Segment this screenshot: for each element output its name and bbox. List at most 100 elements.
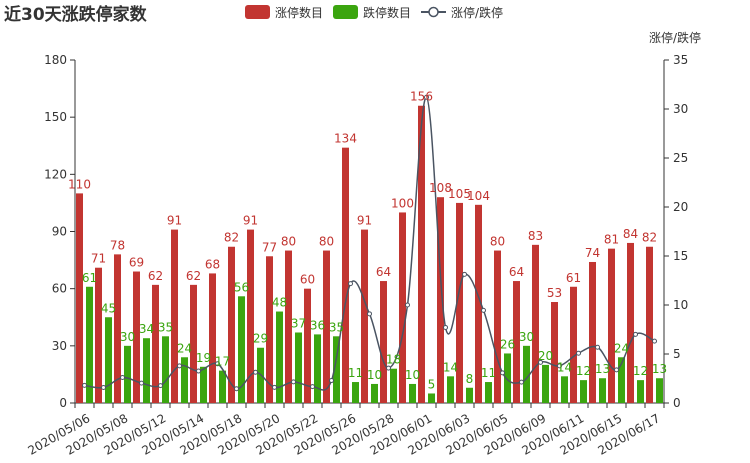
bar-limit-down[interactable] (333, 336, 340, 403)
bar-limit-up[interactable] (114, 254, 121, 403)
bar-limit-down[interactable] (124, 345, 131, 403)
bar-limit-up[interactable] (380, 281, 387, 403)
bar-limit-down[interactable] (314, 334, 321, 403)
bar-limit-up[interactable] (399, 212, 406, 403)
bar-limit-down[interactable] (428, 393, 435, 403)
bar-limit-up[interactable] (532, 244, 539, 403)
bar-limit-down[interactable] (143, 338, 150, 403)
bar-limit-up[interactable] (361, 229, 368, 403)
ratio-point[interactable] (652, 338, 657, 344)
ratio-point[interactable] (215, 361, 220, 367)
legend-item-limit-up[interactable]: 涨停数目 (245, 5, 323, 20)
bar-limit-up[interactable] (646, 246, 653, 403)
bar-limit-down[interactable] (200, 366, 207, 403)
ratio-point[interactable] (481, 307, 486, 313)
ratio-point[interactable] (329, 378, 334, 384)
ratio-point[interactable] (557, 363, 562, 369)
bar-limit-down[interactable] (181, 357, 188, 403)
bar-limit-up[interactable] (171, 229, 178, 403)
bar-label-limit-up: 64 (509, 265, 524, 279)
bar-limit-down[interactable] (105, 317, 112, 403)
legend-item-limit-down[interactable]: 跌停数目 (333, 5, 411, 20)
ratio-point[interactable] (177, 363, 182, 369)
bar-limit-up[interactable] (627, 242, 634, 403)
bar-limit-up[interactable] (456, 202, 463, 403)
bar-limit-up[interactable] (513, 281, 520, 403)
ratio-point[interactable] (310, 384, 315, 390)
bars (76, 105, 663, 403)
ratio-point[interactable] (462, 271, 467, 277)
ratio-point[interactable] (614, 367, 619, 373)
bar-limit-down[interactable] (561, 376, 568, 403)
bar-limit-down[interactable] (637, 380, 644, 403)
bar-limit-down[interactable] (599, 378, 606, 403)
bar-limit-down[interactable] (352, 382, 359, 403)
bar-limit-down[interactable] (447, 376, 454, 403)
ratio-point[interactable] (405, 302, 410, 308)
ratio-point[interactable] (519, 379, 524, 385)
bar-limit-up[interactable] (190, 284, 197, 403)
bar-limit-down[interactable] (580, 380, 587, 403)
bar-limit-up[interactable] (475, 204, 482, 403)
ratio-point[interactable] (101, 385, 106, 391)
bar-limit-up[interactable] (589, 261, 596, 403)
ratio-point[interactable] (82, 382, 87, 388)
bar-limit-up[interactable] (304, 288, 311, 403)
bar-limit-up[interactable] (418, 105, 425, 403)
bar-limit-up[interactable] (152, 284, 159, 403)
ratio-point[interactable] (595, 344, 600, 350)
bar-limit-up[interactable] (228, 246, 235, 403)
bar-limit-down[interactable] (390, 368, 397, 403)
left-axis-tick-label: 30 (52, 339, 67, 353)
ratio-point[interactable] (139, 380, 144, 386)
bar-limit-down[interactable] (504, 353, 511, 403)
bar-limit-up[interactable] (76, 193, 83, 403)
bar-limit-up[interactable] (247, 229, 254, 403)
ratio-point[interactable] (291, 379, 296, 385)
bar-label-limit-down: 10 (405, 368, 420, 382)
legend-item-ratio[interactable]: 涨停/跌停 (421, 5, 503, 20)
ratio-point[interactable] (120, 375, 125, 381)
ratio-point[interactable] (386, 365, 391, 371)
bar-limit-down[interactable] (542, 364, 549, 403)
bar-limit-up[interactable] (494, 250, 501, 403)
ratio-point[interactable] (272, 384, 277, 390)
bar-limit-down[interactable] (466, 387, 473, 403)
bar-limit-up[interactable] (323, 250, 330, 403)
bar-limit-down[interactable] (276, 311, 283, 403)
bar-limit-down[interactable] (618, 357, 625, 403)
bar-limit-up[interactable] (570, 286, 577, 403)
bar-limit-down[interactable] (409, 383, 416, 403)
ratio-point[interactable] (443, 324, 448, 330)
ratio-point[interactable] (633, 331, 638, 337)
ratio-point[interactable] (253, 369, 258, 375)
bar-limit-up[interactable] (437, 197, 444, 403)
ratio-point[interactable] (576, 350, 581, 356)
bar-limit-down[interactable] (162, 336, 169, 403)
bar-limit-up[interactable] (285, 250, 292, 403)
bar-limit-up[interactable] (608, 248, 615, 403)
bar-limit-down[interactable] (219, 370, 226, 403)
ratio-point[interactable] (538, 359, 543, 365)
bar-limit-up[interactable] (551, 302, 558, 403)
ratio-point[interactable] (500, 370, 505, 376)
bar-limit-up[interactable] (266, 256, 273, 403)
ratio-point[interactable] (424, 94, 429, 100)
ratio-point[interactable] (158, 383, 163, 389)
left-axis-tick-label: 90 (52, 225, 67, 239)
ratio-point[interactable] (234, 386, 239, 392)
bar-limit-down[interactable] (371, 383, 378, 403)
bar-limit-up[interactable] (95, 267, 102, 403)
ratio-point[interactable] (367, 311, 372, 317)
bar-limit-down[interactable] (485, 382, 492, 403)
bar-limit-down[interactable] (656, 378, 663, 403)
bar-limit-down[interactable] (523, 345, 530, 403)
bar-limit-down[interactable] (238, 296, 245, 403)
bar-limit-up[interactable] (209, 273, 216, 403)
bar-limit-down[interactable] (295, 332, 302, 403)
bar-limit-up[interactable] (342, 147, 349, 403)
ratio-point[interactable] (196, 368, 201, 374)
ratio-point[interactable] (348, 281, 353, 287)
bar-limit-down[interactable] (86, 286, 93, 403)
bar-limit-up[interactable] (133, 271, 140, 403)
